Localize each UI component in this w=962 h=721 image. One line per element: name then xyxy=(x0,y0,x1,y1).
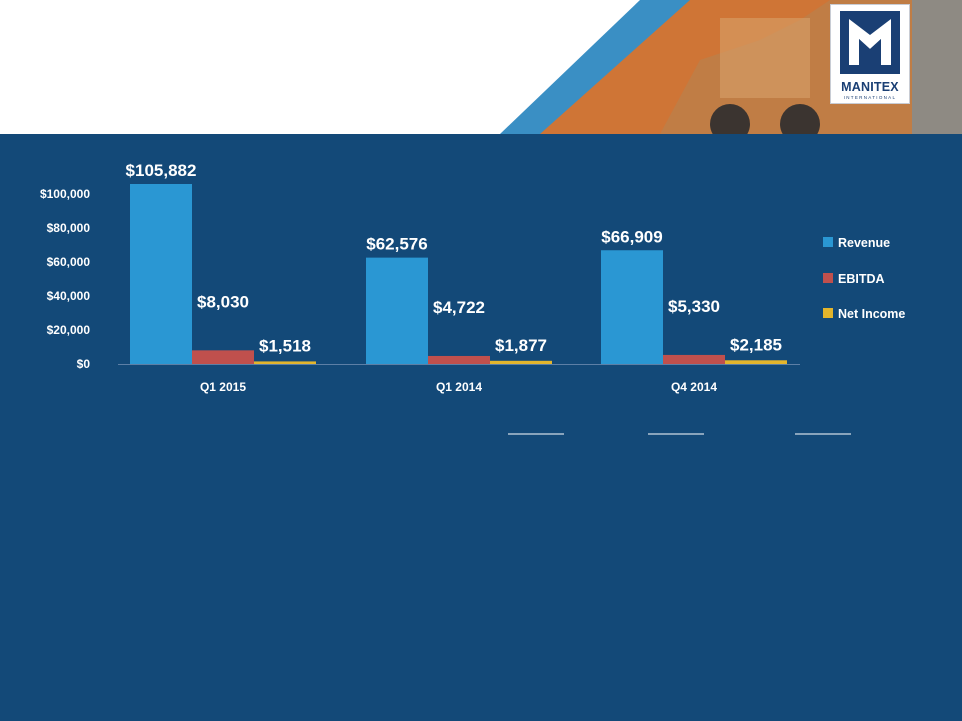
header-banner: MANITEX INTERNATIONAL xyxy=(0,0,962,134)
y-tick-label: $20,000 xyxy=(47,323,91,337)
data-label: $62,576 xyxy=(366,235,427,254)
legend-label: Revenue xyxy=(838,236,890,250)
y-tick-label: $40,000 xyxy=(47,289,91,303)
header-photo-strip xyxy=(500,0,962,134)
bar-net-income xyxy=(725,360,787,364)
legend-swatch xyxy=(823,237,833,247)
x-tick-label: Q4 2014 xyxy=(671,380,717,394)
data-label: $66,909 xyxy=(601,227,662,246)
bar-net-income xyxy=(490,360,552,364)
y-axis: $0 $20,000 $40,000 $60,000 $80,000 $100,000 xyxy=(40,187,800,371)
legend-label: EBITDA xyxy=(838,272,885,286)
x-tick-label: Q1 2015 xyxy=(200,380,246,394)
bar-chart: $0 $20,000 $40,000 $60,000 $80,000 $100,000 $… xyxy=(40,161,905,435)
y-tick-label: $0 xyxy=(77,357,91,371)
bar-net-income xyxy=(254,361,316,364)
x-tick-label: Q1 2014 xyxy=(436,380,482,394)
logo-subtitle: INTERNATIONAL xyxy=(843,95,897,100)
header-truck-wheel-2 xyxy=(780,104,820,134)
bar-revenue xyxy=(130,184,192,364)
data-label: $2,185 xyxy=(730,335,782,354)
bar-ebitda xyxy=(663,354,725,364)
legend-swatch xyxy=(823,308,833,318)
data-label: $5,330 xyxy=(668,297,720,316)
bar-ebitda xyxy=(428,355,490,364)
bar-revenue xyxy=(366,257,428,364)
chart-panel: $0 $20,000 $40,000 $60,000 $80,000 $100,000 $… xyxy=(0,134,962,721)
manitex-logo: MANITEX INTERNATIONAL xyxy=(830,4,910,104)
y-tick-label: $80,000 xyxy=(47,221,91,235)
data-label: $8,030 xyxy=(197,292,249,311)
data-label: $105,882 xyxy=(126,161,197,180)
header-right-photo xyxy=(912,0,962,134)
header-truck-wheel-1 xyxy=(710,104,750,134)
logo-mark-icon xyxy=(840,11,900,74)
bar-ebitda xyxy=(192,350,254,364)
y-tick-label: $100,000 xyxy=(40,187,90,201)
data-label: $1,877 xyxy=(495,336,547,355)
header-truck-cab xyxy=(720,18,810,98)
logo-name: MANITEX xyxy=(841,80,899,94)
y-tick-label: $60,000 xyxy=(47,255,91,269)
legend: Revenue EBITDA Net Income xyxy=(823,236,905,321)
data-label: $1,518 xyxy=(259,336,311,355)
data-label: $4,722 xyxy=(433,298,485,317)
bar-revenue xyxy=(601,250,663,364)
x-axis: Q1 2015 Q1 2014 Q4 2014 xyxy=(200,380,717,394)
legend-swatch xyxy=(823,273,833,283)
legend-label: Net Income xyxy=(838,307,905,321)
plot-area: $105,882 $62,576 $66,909 $8,030 $4,722 $5,330… xyxy=(126,161,787,364)
